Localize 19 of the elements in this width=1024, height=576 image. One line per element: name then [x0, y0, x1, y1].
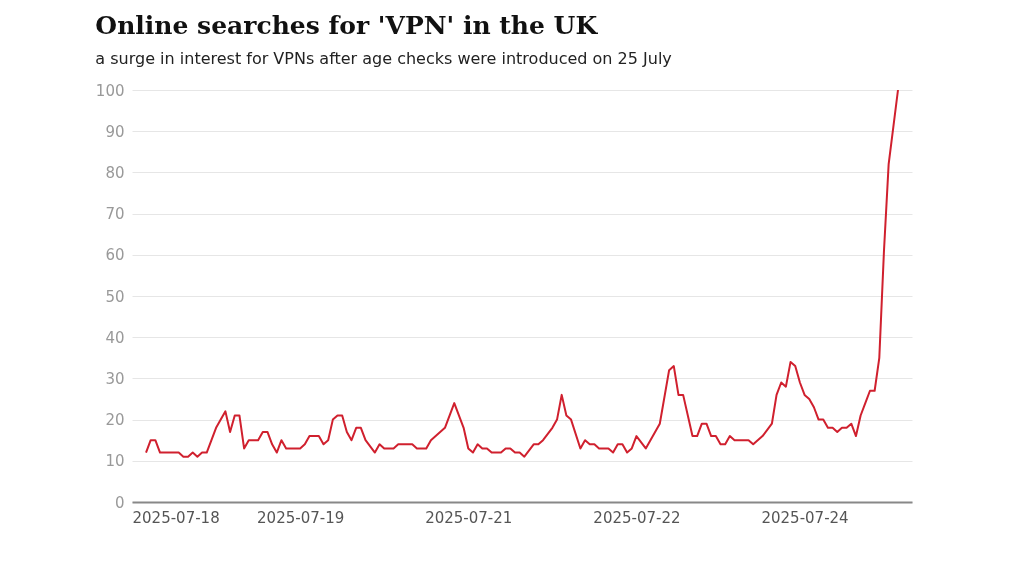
y-tick-label: 70: [105, 205, 125, 224]
chart-subtitle: a surge in interest for VPNs after age checks were introduced on 25 July: [95, 49, 672, 68]
y-tick-label: 90: [105, 122, 125, 141]
line-series: [145, 89, 899, 458]
chart-title: Online searches for 'VPN' in the UK: [95, 11, 599, 40]
x-tick-label: 2025-07-24: [761, 508, 849, 527]
y-tick-label: 30: [105, 369, 125, 388]
y-tick-label: 50: [105, 287, 125, 306]
x-tick-label: 2025-07-19: [257, 508, 345, 527]
y-tick-label: 60: [105, 246, 125, 265]
y-tick-label: 10: [105, 452, 125, 471]
x-tick-label: 2025-07-18: [132, 508, 220, 527]
y-tick-label: 20: [105, 411, 125, 430]
x-tick-label: 2025-07-21: [425, 508, 513, 527]
y-tick-label: 0: [114, 493, 125, 512]
y-tick-label: 80: [105, 163, 125, 182]
y-tick-label: 40: [105, 328, 125, 347]
y-tick-label: 100: [95, 81, 125, 100]
x-tick-label: 2025-07-22: [593, 508, 681, 527]
